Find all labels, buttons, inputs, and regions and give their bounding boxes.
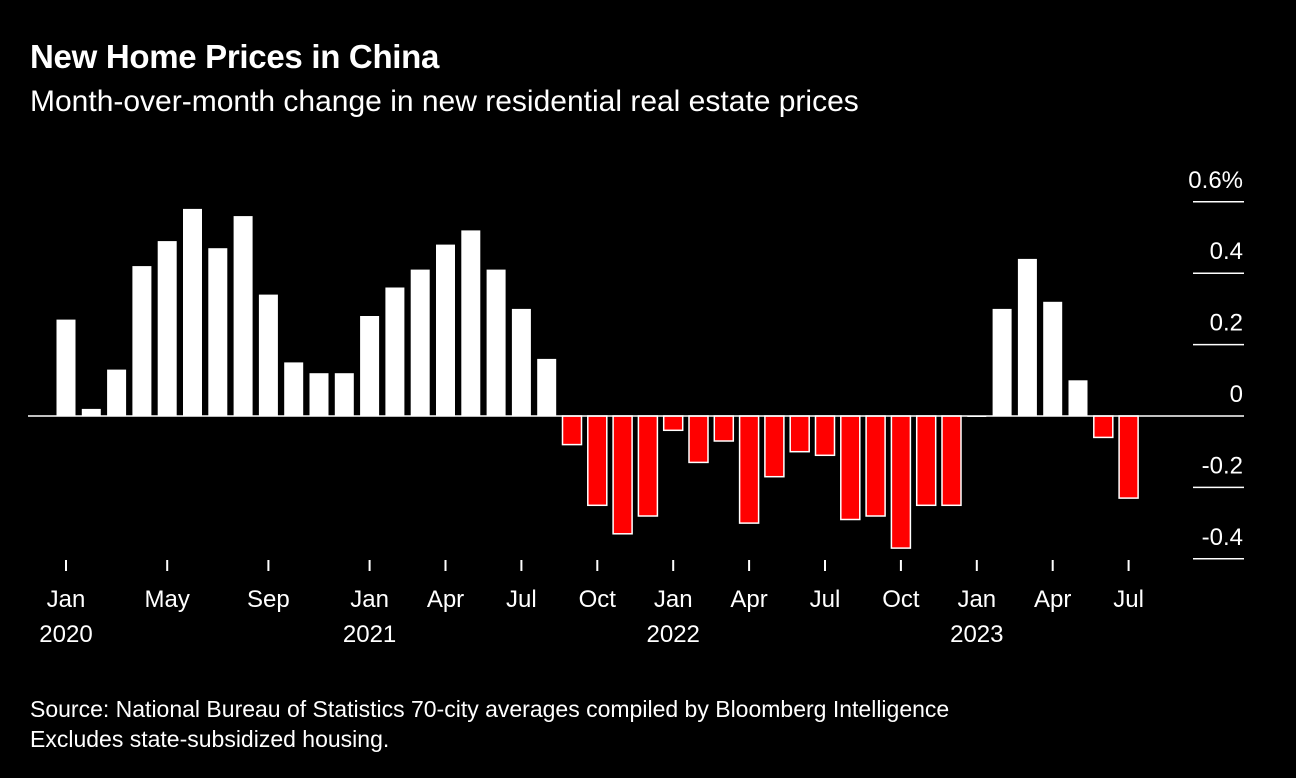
- bar-2022-05: [764, 415, 785, 478]
- bar-2021-11: [612, 415, 633, 535]
- bar-2020-09: [258, 294, 278, 416]
- y-tick-label: -0.4: [1202, 524, 1243, 551]
- bar-2021-10: [587, 415, 608, 507]
- y-tick-label: 0.4: [1210, 238, 1243, 265]
- bar-2021-06: [486, 269, 506, 416]
- y-tick-label: 0.6%: [1188, 167, 1243, 194]
- bar-2021-07: [511, 308, 531, 416]
- x-year-label: 2022: [647, 621, 700, 648]
- bar-2021-03: [410, 269, 430, 416]
- bar-2023-07: [1118, 415, 1139, 499]
- bar-2022-07: [814, 415, 836, 457]
- y-tick-label: 0.2: [1210, 310, 1243, 337]
- bar-2021-12: [637, 415, 659, 517]
- y-gridlines: [1193, 201, 1244, 560]
- y-tick-label: -0.2: [1202, 452, 1243, 479]
- x-tick-label: Jan: [654, 586, 693, 613]
- x-tick-label: Jul: [1113, 586, 1144, 613]
- x-tick-label: Jul: [506, 586, 537, 613]
- bar-2022-11: [915, 415, 937, 507]
- bar-2020-07: [208, 248, 228, 416]
- bar-2022-06: [789, 415, 810, 453]
- bar-2022-10: [890, 415, 912, 549]
- y-tick-label: 0: [1230, 381, 1243, 408]
- bar-2022-08: [840, 415, 861, 521]
- bar-2021-01: [360, 316, 380, 416]
- x-tick-label: Jan: [957, 586, 996, 613]
- x-tick-label: Jan: [350, 586, 389, 613]
- bar-2022-02: [688, 415, 709, 464]
- bar-2021-05: [461, 230, 481, 416]
- bar-2022-12: [941, 415, 962, 507]
- x-axis: Jan 2020 May Sep Jan 2021 Apr Jul Oct Jan 2022 Apr J…: [39, 560, 1144, 648]
- x-tick-label: May: [145, 586, 190, 613]
- y-axis-labels: 0.6% 0.4 0.2 0 -0.2 -0.4: [1188, 167, 1243, 551]
- chart-title: New Home Prices in China: [30, 38, 440, 75]
- chart-subtitle: Month-over-month change in new residenti…: [30, 85, 859, 118]
- x-year-label: 2020: [39, 621, 92, 648]
- bar-2021-09: [561, 415, 583, 446]
- bar-2021-02: [385, 287, 405, 416]
- bar-2020-10: [284, 362, 304, 416]
- bar-2023-05: [1068, 380, 1088, 416]
- bar-chart: 0.6% 0.4 0.2 0 -0.2 -0.4 Jan 2020 May Sep Jan 2021…: [28, 167, 1244, 648]
- bar-2020-03: [107, 369, 127, 416]
- bar-2023-06: [1093, 415, 1114, 439]
- x-tick-label: Oct: [579, 586, 617, 613]
- bar-2022-04: [738, 415, 760, 524]
- x-tick-label: Jul: [810, 586, 841, 613]
- housing-note: Excludes state-subsidized housing.: [30, 726, 390, 752]
- source-note: Source: National Bureau of Statistics 70…: [30, 696, 950, 722]
- bar-2021-04: [436, 244, 455, 416]
- x-year-label: 2021: [343, 621, 396, 648]
- bar-2023-02: [992, 308, 1012, 416]
- x-tick-label: Sep: [247, 586, 290, 613]
- bar-2020-02: [81, 408, 101, 416]
- bar-2020-01: [56, 319, 76, 416]
- bar-series: [56, 208, 1139, 549]
- bar-2020-06: [183, 208, 202, 416]
- bar-2022-01: [662, 415, 684, 432]
- x-tick-label: Oct: [882, 586, 920, 613]
- x-tick-label: Apr: [730, 586, 767, 613]
- bar-2020-08: [233, 216, 253, 416]
- bar-2020-12: [334, 373, 354, 416]
- chart-footer: Source: National Bureau of Statistics 70…: [30, 694, 949, 754]
- bar-2020-04: [132, 266, 152, 416]
- bar-2021-08: [537, 358, 557, 416]
- bar-2022-03: [713, 415, 735, 442]
- x-tick-label: Apr: [1034, 586, 1071, 613]
- bar-2023-03: [1017, 258, 1037, 416]
- bar-2022-09: [865, 415, 886, 517]
- x-tick-label: Apr: [427, 586, 464, 613]
- bar-2020-05: [157, 241, 177, 416]
- x-tick-label: Jan: [47, 586, 86, 613]
- bar-2023-04: [1043, 301, 1063, 416]
- bar-2020-11: [309, 373, 329, 416]
- x-year-label: 2023: [950, 621, 1003, 648]
